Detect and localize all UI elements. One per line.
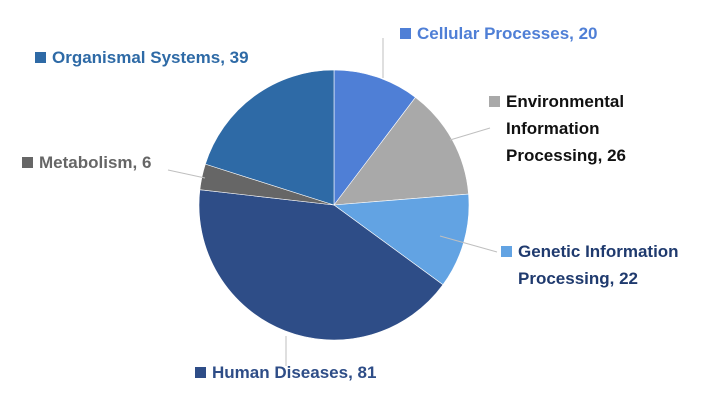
label-text: Cellular Processes, 20: [417, 24, 598, 43]
data-label: Organismal Systems, 39: [35, 44, 312, 71]
data-label: Human Diseases, 81: [195, 359, 472, 386]
pie-slice: [198, 189, 444, 341]
leader-line: [449, 127, 491, 141]
pie-slice: [333, 193, 470, 286]
data-label: Metabolism, 6: [22, 149, 239, 176]
label-text: Metabolism, 6: [39, 153, 152, 172]
pie: [198, 69, 470, 341]
data-label: Environmental Information Processing, 26: [489, 88, 656, 169]
label-marker: [195, 367, 206, 378]
label-text: Organismal Systems, 39: [52, 48, 249, 67]
data-label: Cellular Processes, 20: [400, 20, 677, 47]
label-text: Environmental Information Processing, 26: [506, 92, 627, 165]
pie-slice: [204, 69, 335, 206]
leader-line: [167, 169, 206, 179]
label-marker: [22, 157, 33, 168]
leader-line: [439, 235, 498, 253]
label-marker: [489, 96, 500, 107]
data-label: Genetic Information Processing, 22: [501, 238, 716, 292]
label-marker: [400, 28, 411, 39]
label-text: Genetic Information Processing, 22: [518, 242, 679, 288]
label-marker: [501, 246, 512, 257]
pie-slice: [333, 96, 469, 206]
label-marker: [35, 52, 46, 63]
label-text: Human Diseases, 81: [212, 363, 377, 382]
pie-slice: [333, 69, 416, 206]
